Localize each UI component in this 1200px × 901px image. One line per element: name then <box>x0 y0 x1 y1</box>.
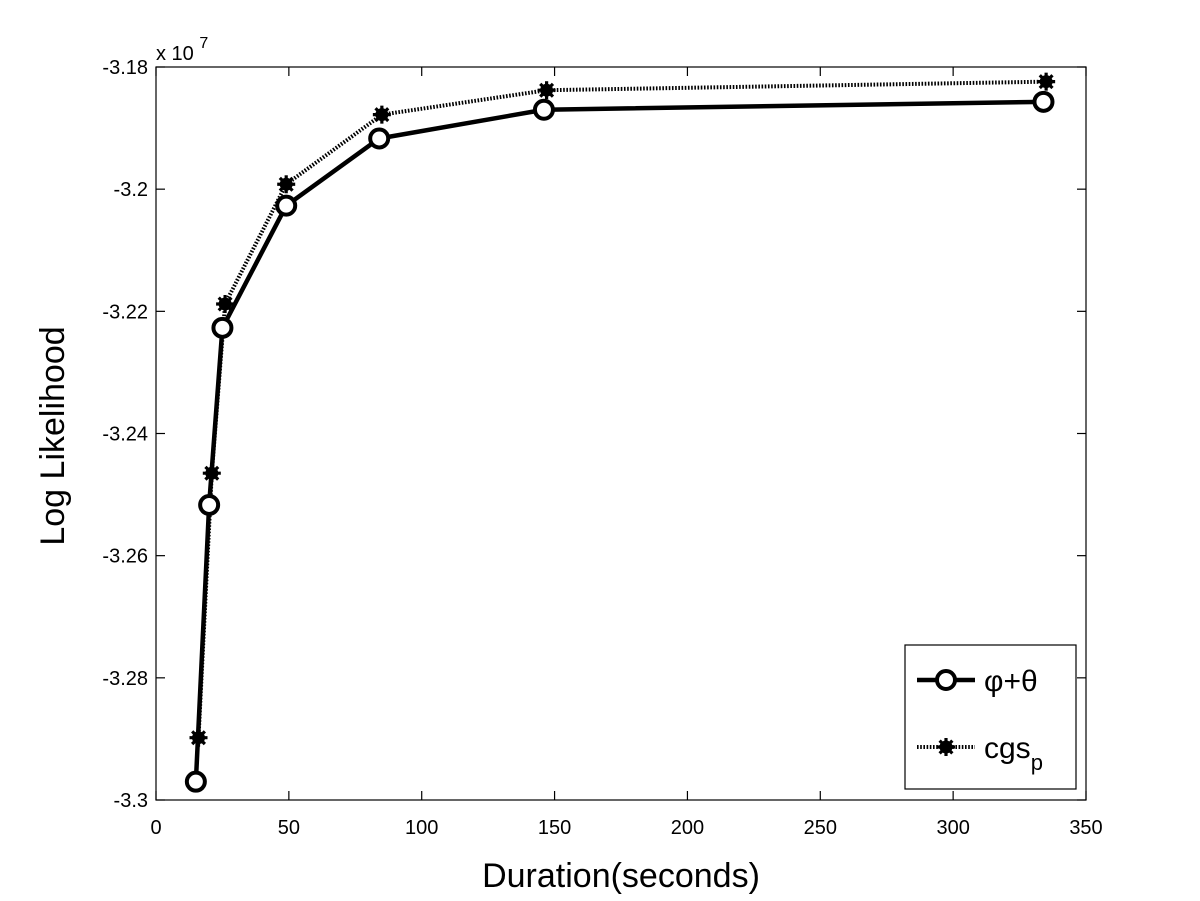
legend-box <box>904 644 1077 790</box>
data-point-phi-theta <box>368 127 391 150</box>
y-tick-label: -3.3 <box>114 790 148 812</box>
legend-label-main: φ+θ <box>984 665 1038 698</box>
data-point-cgsp <box>216 295 235 314</box>
legend-entry-phi-theta: φ+θ <box>917 665 1038 698</box>
y-exponent-prefix: x 10 <box>156 43 194 65</box>
data-point-phi-theta <box>198 493 221 516</box>
x-tick-label: 50 <box>278 817 300 839</box>
legend-label: cgsp <box>984 732 1043 775</box>
y-tick-label: -3.26 <box>102 546 148 568</box>
legend-entry-cgsp: cgsp <box>917 732 1043 775</box>
data-point-phi-theta <box>1032 90 1055 113</box>
legend: φ+θ cgsp <box>904 644 1077 790</box>
data-point-cgsp <box>277 175 296 194</box>
data-point-phi-theta <box>211 316 234 339</box>
y-tick-label: -3.22 <box>102 301 148 323</box>
y-tick-label: -3.18 <box>102 57 148 79</box>
y-tick-label: -3.2 <box>114 179 148 201</box>
legend-label: φ+θ <box>984 665 1038 698</box>
x-tick-label: 200 <box>671 817 704 839</box>
legend-marker-cgsp <box>937 738 955 756</box>
data-point-cgsp <box>372 105 391 124</box>
x-tick-label: 250 <box>804 817 837 839</box>
x-tick-label: 100 <box>405 817 438 839</box>
y-exponent-power: 7 <box>199 35 208 52</box>
x-tick-label: 0 <box>150 817 161 839</box>
y-exponent-label: x 10 7 <box>156 35 208 65</box>
y-tick-label: -3.24 <box>102 424 148 446</box>
legend-label-subscript: p <box>1031 750 1043 775</box>
x-tick-label: 300 <box>936 817 969 839</box>
axis-ticks: 0 50 100 150 200 250 300 350 -3.3 -3.28 -3.26 -3.24… <box>102 57 1102 839</box>
x-tick-label: 150 <box>538 817 571 839</box>
series-layer <box>184 72 1056 793</box>
data-point-phi-theta <box>532 98 555 121</box>
data-point-cgsp <box>1037 72 1056 91</box>
series-0 <box>184 90 1055 793</box>
data-point-phi-theta <box>275 194 298 217</box>
y-axis-title: Log Likelihood <box>34 326 72 545</box>
data-point-cgsp <box>537 81 556 100</box>
data-point-phi-theta <box>184 770 207 793</box>
legend-marker-phi-theta <box>935 669 957 691</box>
legend-label-main: cgs <box>984 732 1031 765</box>
x-axis-title: Duration(seconds) <box>482 857 760 895</box>
x-tick-label: 350 <box>1069 817 1102 839</box>
y-tick-label: -3.28 <box>102 668 148 690</box>
